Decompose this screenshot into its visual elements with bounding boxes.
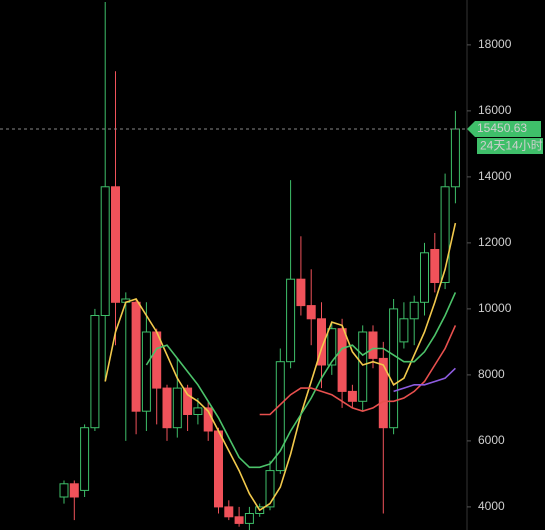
candle-body bbox=[399, 318, 409, 343]
candle-body bbox=[69, 483, 79, 498]
y-tick-label: 16000 bbox=[478, 103, 512, 117]
y-tick-label: 6000 bbox=[478, 433, 505, 447]
candle-body bbox=[193, 407, 203, 415]
y-tick-label: 4000 bbox=[478, 499, 505, 513]
candle-body bbox=[224, 506, 234, 518]
y-tick-label: 14000 bbox=[478, 169, 512, 183]
candle-body bbox=[286, 278, 296, 363]
candle-body bbox=[244, 512, 254, 524]
moving-average-line bbox=[259, 325, 457, 416]
candle-body bbox=[183, 387, 193, 415]
candle-body bbox=[90, 314, 100, 429]
candle-body bbox=[317, 318, 326, 366]
candle-body bbox=[440, 186, 450, 283]
candle-body bbox=[327, 328, 337, 366]
moving-average-line bbox=[145, 292, 457, 469]
moving-average-line bbox=[393, 367, 456, 393]
candle-body bbox=[275, 361, 285, 472]
candle-body bbox=[80, 427, 90, 491]
candle-body bbox=[59, 483, 69, 498]
candle-body bbox=[368, 331, 378, 359]
candle-body bbox=[378, 357, 388, 429]
candle-body bbox=[430, 248, 440, 283]
countdown-tag bbox=[477, 138, 543, 155]
price-tag-text: 15450.63 bbox=[477, 121, 527, 135]
candle-body bbox=[172, 387, 182, 429]
candle-body bbox=[347, 390, 357, 402]
candle-body bbox=[358, 331, 368, 402]
candle-body bbox=[389, 308, 399, 429]
candle-body bbox=[100, 186, 110, 316]
countdown-text: 24天14小时 bbox=[480, 139, 543, 153]
y-tick-label: 10000 bbox=[478, 301, 512, 315]
candle-body bbox=[265, 470, 275, 508]
candle-body bbox=[450, 128, 460, 188]
candle-body bbox=[111, 186, 120, 303]
y-tick-label: 18000 bbox=[478, 37, 512, 51]
candle-body bbox=[162, 387, 172, 429]
y-tick-label: 12000 bbox=[478, 235, 512, 249]
y-tick-label: 8000 bbox=[478, 367, 505, 381]
candle-body bbox=[152, 331, 162, 389]
candle-body bbox=[131, 301, 141, 412]
candle-body bbox=[296, 278, 306, 307]
candle-body bbox=[420, 252, 429, 303]
candle-body bbox=[409, 301, 419, 320]
candle-body bbox=[141, 331, 151, 412]
candle-body bbox=[214, 430, 223, 508]
moving-average-line bbox=[104, 222, 457, 512]
candle-body bbox=[337, 328, 347, 392]
candle-body bbox=[306, 305, 316, 320]
candle-body bbox=[234, 516, 244, 524]
price-tag bbox=[467, 121, 541, 138]
